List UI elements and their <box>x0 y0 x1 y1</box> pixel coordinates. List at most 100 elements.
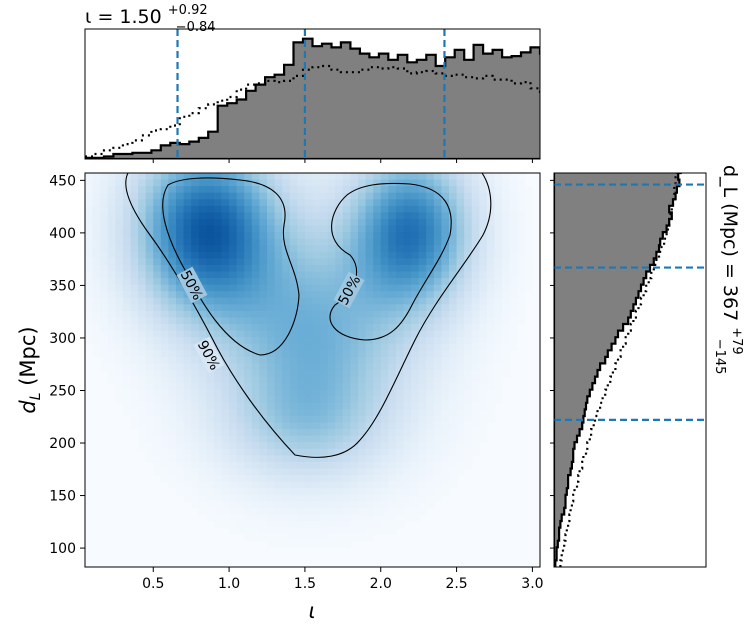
heat-cell <box>464 435 473 443</box>
heat-cell <box>502 186 511 194</box>
heat-cell <box>251 422 261 430</box>
heat-cell <box>327 258 336 266</box>
heat-cell <box>176 389 185 397</box>
heat-cell <box>395 402 405 410</box>
heat-cell <box>327 291 336 299</box>
heat-cell <box>418 330 427 338</box>
heat-cell <box>297 363 306 371</box>
heat-cell <box>244 481 253 489</box>
heat-cell <box>479 199 488 207</box>
heat-cell <box>107 245 116 253</box>
heat-cell <box>418 291 427 299</box>
heat-cell <box>130 218 139 227</box>
heat-cell <box>502 297 511 305</box>
heat-cell <box>145 317 154 325</box>
heat-cell <box>107 173 116 181</box>
heat-cell <box>198 435 207 443</box>
heat-cell <box>274 409 283 417</box>
heat-cell <box>289 330 298 338</box>
heat-cell <box>479 317 488 325</box>
x-tick-label: 1.5 <box>294 576 316 592</box>
heat-cell <box>327 415 336 424</box>
heat-cell <box>327 179 336 187</box>
heat-cell <box>267 284 276 292</box>
heat-cell <box>107 330 116 338</box>
heat-cell <box>122 212 132 220</box>
heat-cell <box>365 212 374 220</box>
heat-cell <box>524 218 534 227</box>
heat-cell <box>358 422 367 430</box>
heat-cell <box>282 173 291 181</box>
heat-cell <box>191 429 200 437</box>
heat-cell <box>198 455 207 463</box>
heat-cell <box>373 442 382 450</box>
heat-cell <box>145 225 154 233</box>
heat-cell <box>350 507 359 516</box>
heat-cell <box>282 363 291 371</box>
heat-cell <box>312 212 321 220</box>
heat-cell <box>312 435 321 443</box>
heat-cell <box>365 232 374 240</box>
y-tick-label: 350 <box>49 278 76 294</box>
heat-cell <box>304 317 314 325</box>
heat-cell <box>517 179 526 187</box>
heat-cell <box>130 310 139 319</box>
heat-cell <box>456 271 465 279</box>
heat-cell <box>122 389 132 397</box>
heat-cell <box>274 330 283 338</box>
heat-cell <box>282 199 291 207</box>
heat-cell <box>221 317 230 325</box>
heat-cell <box>433 232 443 240</box>
heat-cell <box>297 415 306 424</box>
heat-cell <box>251 448 261 456</box>
heat-cell <box>153 179 162 187</box>
heat-cell <box>395 501 405 509</box>
heat-cell <box>365 448 374 456</box>
heat-cell <box>418 468 427 476</box>
heat-cell <box>198 324 207 332</box>
heat-cell <box>350 251 359 259</box>
heat-cell <box>312 343 321 351</box>
heat-cell <box>267 409 276 417</box>
heat-cell <box>251 488 261 496</box>
heat-cell <box>471 291 480 299</box>
heat-cell <box>304 258 314 266</box>
heat-cell <box>297 350 306 358</box>
heat-cell <box>191 324 200 332</box>
heat-cell <box>259 324 268 332</box>
heat-cell <box>213 507 223 516</box>
heat-cell <box>327 199 336 207</box>
heat-cell <box>229 310 238 319</box>
heat-cell <box>320 199 329 207</box>
heat-cell <box>486 350 496 358</box>
heat-cell <box>464 186 473 194</box>
heat-cell <box>411 422 420 430</box>
heat-cell <box>289 370 298 378</box>
heat-cell <box>365 343 374 351</box>
heat-cell <box>244 376 253 384</box>
heat-cell <box>122 192 132 200</box>
heat-cell <box>380 337 389 345</box>
heat-cell <box>138 232 147 240</box>
heat-cell <box>441 264 450 273</box>
heat-cell <box>426 324 435 332</box>
heat-cell <box>289 225 298 233</box>
heat-cell <box>282 205 291 213</box>
heat-cell <box>297 396 306 404</box>
heat-cell <box>418 278 427 286</box>
heat-cell <box>395 291 405 299</box>
heat-cell <box>365 199 374 207</box>
heat-cell <box>183 304 192 312</box>
heat-cell <box>289 291 298 299</box>
heat-cell <box>229 324 238 332</box>
heat-cell <box>380 468 389 476</box>
heat-cell <box>191 501 200 509</box>
heat-cell <box>282 494 291 502</box>
heat-cell <box>85 225 94 233</box>
heat-cell <box>441 258 450 266</box>
heat-cell <box>373 251 382 259</box>
heat-cell <box>327 475 336 483</box>
heat-cell <box>335 330 344 338</box>
heat-cell <box>206 225 215 233</box>
heat-cell <box>395 461 405 470</box>
